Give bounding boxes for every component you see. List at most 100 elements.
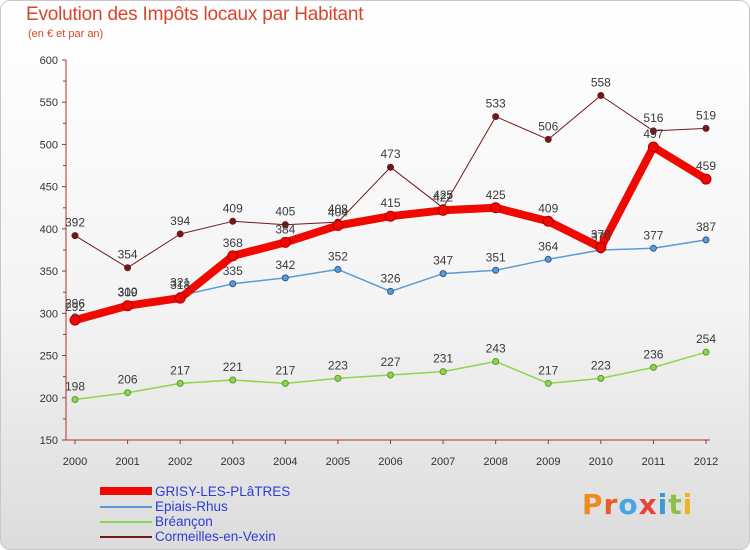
y-tick-label: 200 bbox=[40, 393, 58, 405]
data-label: 415 bbox=[380, 196, 400, 210]
x-tick-label: 2004 bbox=[273, 456, 297, 468]
data-label: 236 bbox=[643, 347, 663, 361]
data-label: 422 bbox=[433, 190, 453, 204]
y-tick-label: 550 bbox=[40, 97, 58, 109]
series-line bbox=[74, 95, 707, 269]
x-tick-label: 2005 bbox=[326, 456, 350, 468]
legend-label: Cormeilles-en-Vexin bbox=[155, 529, 276, 544]
legend-swatch bbox=[100, 521, 152, 523]
legend-swatch bbox=[100, 506, 152, 508]
x-tick-label: 2003 bbox=[221, 456, 245, 468]
data-point bbox=[492, 266, 500, 274]
data-label: 227 bbox=[380, 355, 400, 369]
data-point bbox=[227, 250, 239, 262]
data-label: 497 bbox=[643, 127, 663, 141]
data-label: 318 bbox=[170, 278, 190, 292]
data-point bbox=[387, 163, 394, 171]
y-tick-label: 300 bbox=[40, 308, 58, 320]
data-label: 354 bbox=[118, 248, 138, 262]
data-point bbox=[439, 368, 447, 376]
data-point bbox=[647, 141, 659, 153]
data-point bbox=[229, 376, 237, 384]
data-point bbox=[544, 379, 552, 387]
data-point bbox=[544, 135, 552, 143]
x-tick-label: 2001 bbox=[115, 456, 139, 468]
data-label: 409 bbox=[223, 201, 243, 215]
data-point bbox=[649, 127, 657, 135]
data-point bbox=[387, 371, 394, 379]
data-point bbox=[702, 348, 710, 356]
data-label: 309 bbox=[118, 286, 138, 300]
data-label: 378 bbox=[591, 227, 611, 241]
data-label: 310 bbox=[118, 285, 138, 299]
y-tick-label: 600 bbox=[40, 55, 58, 67]
data-label: 217 bbox=[538, 363, 558, 377]
y-tick-label: 450 bbox=[40, 182, 58, 194]
series-cormeilles-en-vexin: 392 354 394 409 405 408 473 425 533 506 558 516 519 bbox=[65, 75, 716, 272]
data-label: 558 bbox=[591, 75, 611, 89]
data-point bbox=[174, 292, 186, 304]
data-point bbox=[702, 236, 710, 244]
data-label: 243 bbox=[486, 341, 506, 355]
proxiti-logo: Proxiti bbox=[582, 488, 693, 521]
y-tick-label: 400 bbox=[40, 224, 58, 236]
legend-label: Bréançon bbox=[155, 514, 213, 529]
y-tick-label: 500 bbox=[40, 139, 58, 151]
data-point bbox=[124, 389, 132, 397]
data-point bbox=[124, 264, 132, 272]
data-point bbox=[597, 374, 605, 382]
data-point bbox=[437, 204, 449, 216]
data-label: 377 bbox=[643, 228, 663, 242]
data-label: 326 bbox=[380, 271, 400, 285]
data-label: 217 bbox=[275, 363, 295, 377]
legend-label: GRISY-LES-PLâTRES bbox=[155, 484, 291, 499]
data-label: 533 bbox=[486, 97, 506, 111]
x-tick-label: 2012 bbox=[694, 456, 718, 468]
data-label: 198 bbox=[65, 379, 85, 393]
chart-subtitle: (en € et par an) bbox=[28, 28, 104, 40]
data-label: 425 bbox=[486, 188, 506, 202]
x-tick-label: 2002 bbox=[168, 456, 192, 468]
data-point bbox=[387, 287, 394, 295]
logo-letter: t bbox=[668, 488, 683, 521]
legend-label: Epiais-Rhus bbox=[155, 499, 228, 514]
data-label: 342 bbox=[275, 258, 295, 272]
logo-letter: o bbox=[618, 488, 639, 521]
logo-letter: P bbox=[582, 488, 604, 521]
data-point bbox=[544, 255, 552, 263]
data-label: 217 bbox=[170, 363, 190, 377]
data-label: 335 bbox=[223, 264, 243, 278]
data-label: 351 bbox=[486, 250, 506, 264]
logo-letter: i bbox=[682, 488, 694, 521]
data-point bbox=[281, 274, 289, 282]
data-point bbox=[439, 270, 447, 278]
data-label: 347 bbox=[433, 254, 453, 268]
x-tick-label: 2008 bbox=[483, 456, 507, 468]
data-label: 519 bbox=[696, 108, 716, 122]
x-tick-label: 2006 bbox=[378, 456, 402, 468]
data-label: 506 bbox=[538, 119, 558, 133]
legend-swatch bbox=[100, 536, 152, 538]
data-point bbox=[281, 221, 289, 229]
data-label: 404 bbox=[328, 206, 348, 220]
data-point bbox=[176, 230, 184, 238]
data-point bbox=[542, 215, 554, 227]
y-tick-label: 350 bbox=[40, 266, 58, 278]
data-label: 223 bbox=[591, 358, 611, 372]
data-point bbox=[649, 244, 657, 252]
data-label: 473 bbox=[380, 147, 400, 161]
data-point bbox=[649, 363, 657, 371]
chart-title: Evolution des Impôts locaux par Habitant bbox=[26, 4, 364, 25]
data-point bbox=[332, 220, 344, 232]
data-point bbox=[69, 314, 81, 326]
data-point bbox=[122, 300, 134, 312]
data-label: 221 bbox=[223, 360, 243, 374]
data-point bbox=[492, 113, 500, 121]
data-label: 292 bbox=[65, 300, 85, 314]
data-point bbox=[490, 202, 502, 214]
data-point bbox=[71, 395, 79, 403]
data-point bbox=[281, 379, 289, 387]
